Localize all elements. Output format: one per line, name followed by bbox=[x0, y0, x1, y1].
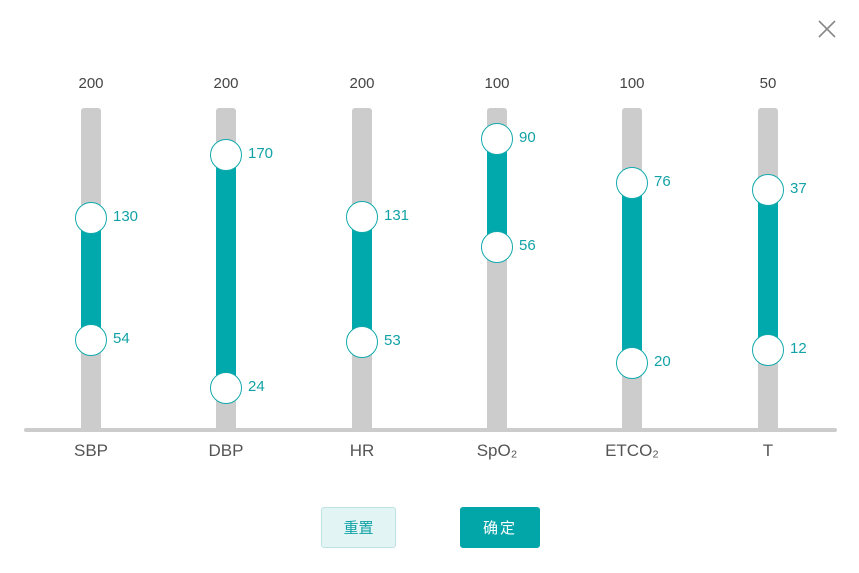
selected-range bbox=[216, 155, 236, 388]
upper-handle[interactable] bbox=[210, 139, 242, 171]
lower-handle[interactable] bbox=[616, 347, 648, 379]
upper-value: 76 bbox=[654, 173, 671, 190]
upper-handle[interactable] bbox=[346, 201, 378, 233]
upper-value: 170 bbox=[248, 145, 274, 162]
selected-range bbox=[352, 217, 372, 342]
param-label: HR bbox=[349, 441, 375, 460]
upper-value: 90 bbox=[519, 129, 536, 146]
selected-range bbox=[622, 183, 642, 363]
upper-value: 37 bbox=[790, 180, 807, 197]
lower-handle[interactable] bbox=[210, 372, 242, 404]
upper-handle[interactable] bbox=[616, 167, 648, 199]
lower-value: 12 bbox=[790, 340, 807, 357]
param-label: DBP bbox=[208, 441, 244, 460]
close-icon bbox=[818, 20, 836, 38]
reset-button[interactable]: 重置 bbox=[321, 507, 396, 548]
max-value-label: 100 bbox=[619, 75, 645, 92]
selected-range bbox=[487, 139, 507, 247]
param-label: SBP bbox=[73, 441, 109, 460]
lower-value: 20 bbox=[654, 353, 671, 370]
param-label: ETCO₂ bbox=[605, 441, 659, 460]
lower-handle[interactable] bbox=[481, 231, 513, 263]
lower-handle[interactable] bbox=[346, 326, 378, 358]
lower-handle[interactable] bbox=[75, 324, 107, 356]
param-label: T bbox=[762, 441, 774, 460]
max-value-label: 50 bbox=[759, 75, 777, 92]
lower-value: 54 bbox=[113, 330, 130, 347]
upper-handle[interactable] bbox=[752, 174, 784, 206]
confirm-button[interactable]: 确定 bbox=[460, 507, 540, 548]
lower-value: 56 bbox=[519, 237, 536, 254]
upper-handle[interactable] bbox=[75, 202, 107, 234]
param-label: SpO₂ bbox=[476, 441, 518, 460]
max-value-label: 200 bbox=[213, 75, 239, 92]
close-button[interactable] bbox=[813, 15, 841, 43]
range-sliders: 200 130 54 SBP 200 170 24 DBP 200 131 53… bbox=[24, 75, 837, 460]
lower-value: 53 bbox=[384, 332, 401, 349]
upper-value: 131 bbox=[384, 207, 410, 224]
selected-range bbox=[81, 218, 101, 340]
upper-handle[interactable] bbox=[481, 123, 513, 155]
lower-value: 24 bbox=[248, 378, 265, 395]
baseline bbox=[24, 428, 837, 432]
max-value-label: 100 bbox=[484, 75, 510, 92]
lower-handle[interactable] bbox=[752, 334, 784, 366]
max-value-label: 200 bbox=[78, 75, 104, 92]
max-value-label: 200 bbox=[349, 75, 375, 92]
selected-range bbox=[758, 190, 778, 350]
upper-value: 130 bbox=[113, 208, 139, 225]
